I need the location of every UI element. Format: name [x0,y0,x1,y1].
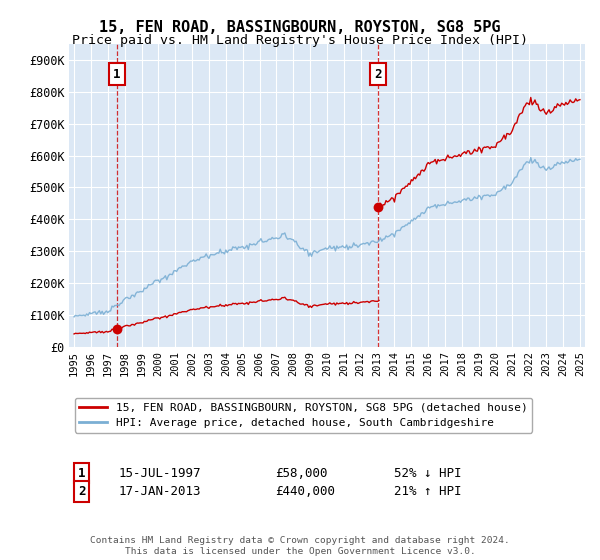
Text: 1: 1 [113,68,121,81]
Text: 2: 2 [78,485,86,498]
Point [112,324,122,333]
Text: 17-JAN-2013: 17-JAN-2013 [118,485,200,498]
Text: 15, FEN ROAD, BASSINGBOURN, ROYSTON, SG8 5PG: 15, FEN ROAD, BASSINGBOURN, ROYSTON, SG8… [99,20,501,35]
Text: Contains HM Land Registry data © Crown copyright and database right 2024.
This d: Contains HM Land Registry data © Crown c… [90,536,510,556]
Text: £58,000: £58,000 [275,466,328,480]
Point [373,202,383,211]
Legend: 15, FEN ROAD, BASSINGBOURN, ROYSTON, SG8 5PG (detached house), HPI: Average pric: 15, FEN ROAD, BASSINGBOURN, ROYSTON, SG8… [74,398,532,433]
Text: 21% ↑ HPI: 21% ↑ HPI [394,485,461,498]
Text: 2: 2 [374,68,382,81]
Text: 52% ↓ HPI: 52% ↓ HPI [394,466,461,480]
Text: Price paid vs. HM Land Registry's House Price Index (HPI): Price paid vs. HM Land Registry's House … [72,34,528,46]
Text: £440,000: £440,000 [275,485,335,498]
Text: 15-JUL-1997: 15-JUL-1997 [118,466,200,480]
Text: 1: 1 [78,466,86,480]
